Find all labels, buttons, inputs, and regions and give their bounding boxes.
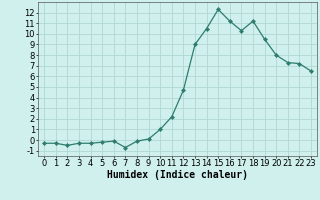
X-axis label: Humidex (Indice chaleur): Humidex (Indice chaleur) bbox=[107, 170, 248, 180]
